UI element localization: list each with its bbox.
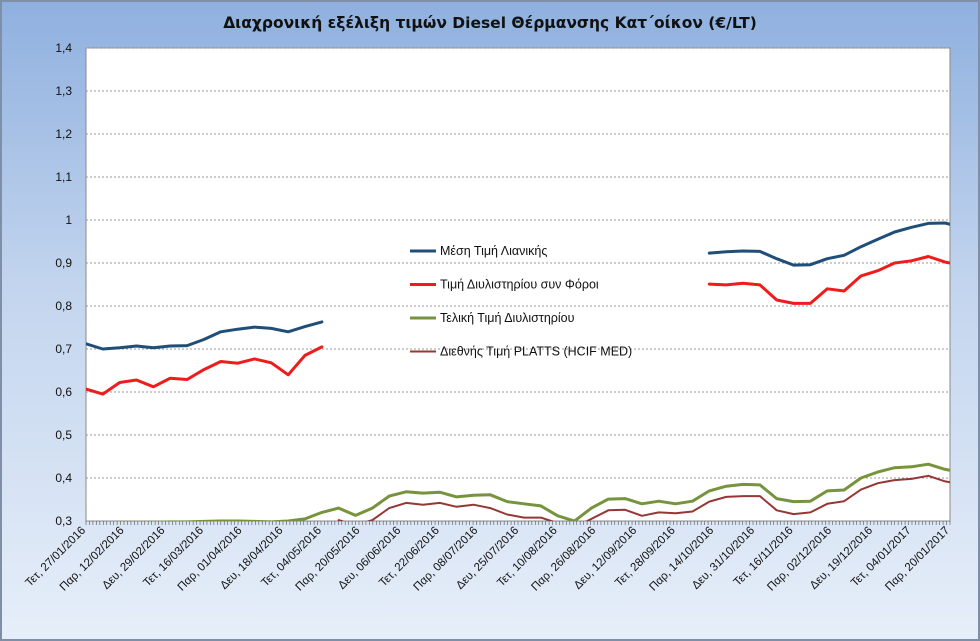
y-tick-label: 0,9: [55, 256, 72, 270]
legend-label: Τελική Τιμή Διυλιστηρίου: [440, 311, 575, 325]
y-tick-label: 0,8: [55, 299, 72, 313]
y-tick-label: 0,7: [55, 342, 72, 356]
series-line: [86, 345, 324, 396]
y-tick-label: 0,3: [55, 514, 72, 528]
y-tick-label: 0,5: [55, 428, 72, 442]
y-tick-label: 1: [65, 213, 72, 227]
chart-title: Διαχρονική εξέλιξη τιμών Diesel Θέρμανση…: [223, 14, 757, 32]
series-line: [337, 474, 950, 521]
y-tick-label: 1,4: [55, 41, 72, 55]
series-line: [707, 221, 950, 267]
y-tick-label: 0,6: [55, 385, 72, 399]
legend-label: Τιμή Διυλιστηρίου συν Φόροι: [440, 278, 599, 292]
y-tick-label: 1,1: [55, 170, 72, 184]
legend-label: Μέση Τιμή Λιανικής: [440, 244, 547, 258]
y-tick-label: 1,3: [55, 84, 72, 98]
series-line: [86, 320, 324, 351]
legend-label: Διεθνής Τιμή PLATTS (HCIF MED): [440, 345, 632, 359]
series-line: [111, 462, 950, 521]
y-tick-label: 0,4: [55, 471, 72, 485]
series-line: [707, 255, 950, 305]
y-tick-label: 1,2: [55, 127, 72, 141]
plot-area: [85, 47, 951, 522]
